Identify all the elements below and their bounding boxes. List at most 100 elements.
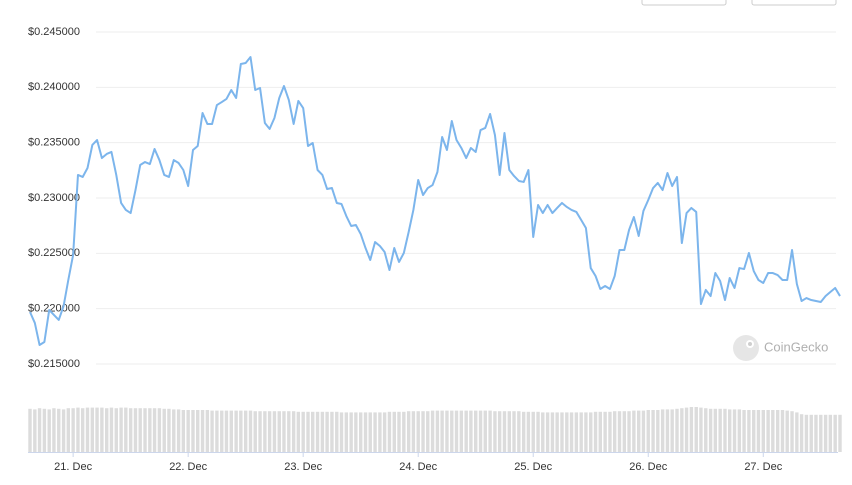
volume-bar — [579, 412, 583, 452]
x-tick-label: 26. Dec — [629, 461, 667, 473]
volume-bar — [157, 408, 162, 452]
volume-bar — [723, 408, 727, 452]
volume-bar — [814, 414, 818, 452]
volume-bar — [411, 411, 416, 452]
volume-bar — [296, 411, 301, 452]
volume-bar — [445, 410, 449, 452]
volume-bar — [680, 408, 684, 452]
volume-bar — [502, 411, 507, 452]
volume-bar — [358, 412, 363, 452]
volume-bar — [589, 412, 593, 452]
volume-bar — [565, 412, 569, 452]
volume-bar — [665, 409, 670, 452]
volume-bar — [119, 407, 123, 452]
volume-bar — [474, 410, 478, 452]
volume-bar — [172, 409, 176, 452]
y-tick-label: $0.235000 — [28, 137, 80, 149]
volume-bar — [637, 410, 641, 452]
volume-bar — [301, 411, 305, 452]
volume-bar — [37, 408, 42, 452]
price-line — [29, 56, 841, 346]
volume-bar — [61, 409, 66, 452]
volume-bar — [148, 408, 152, 452]
volume-bar — [775, 410, 780, 452]
volume-bar — [727, 409, 732, 452]
volume-bar — [612, 411, 617, 452]
volume-bar — [224, 410, 229, 452]
volume-bar — [382, 412, 387, 452]
volume-bar — [196, 410, 200, 452]
volume-bar — [799, 414, 804, 452]
volume-bar — [464, 410, 468, 452]
volume-bar — [57, 408, 61, 452]
volume-bar — [541, 412, 545, 452]
volume-bar — [497, 411, 502, 452]
volume-bar — [450, 410, 454, 452]
watermark-logo — [733, 335, 759, 361]
volume-bar — [339, 412, 344, 452]
volume-bar — [598, 411, 602, 452]
range-button[interactable] — [751, 0, 837, 6]
volume-bar — [809, 414, 813, 452]
volume-bar — [248, 410, 253, 452]
range-button[interactable] — [641, 0, 727, 6]
volume-bar — [617, 411, 622, 452]
y-tick-label: $0.230000 — [28, 192, 80, 204]
x-tick-label: 25. Dec — [514, 461, 552, 473]
volume-bar — [267, 411, 272, 452]
x-tick-label: 27. Dec — [744, 461, 782, 473]
volume-bar — [387, 411, 392, 452]
volume-bar — [325, 411, 329, 452]
volume-bar — [828, 414, 833, 452]
volume-bar — [584, 412, 588, 452]
volume-bar — [718, 408, 722, 452]
volume-bar — [243, 410, 248, 452]
volume-bar — [521, 411, 526, 452]
volume-bar — [143, 408, 147, 452]
volume-bar — [85, 407, 90, 452]
volume-bar — [100, 407, 104, 452]
volume-bar — [780, 410, 785, 452]
volume-bar — [737, 409, 742, 452]
volume-bar — [349, 412, 353, 452]
volume-bar — [795, 412, 799, 452]
volume-bar — [689, 407, 694, 452]
volume-bar — [229, 410, 233, 452]
volume-bar — [593, 411, 598, 452]
volume-bar — [167, 408, 171, 452]
volume-bar — [555, 412, 559, 452]
volume-bar — [76, 407, 80, 452]
volume-bar — [406, 411, 411, 452]
volume-bar — [402, 411, 406, 452]
volume-bar — [205, 410, 210, 452]
volume-bar — [47, 409, 51, 452]
volume-bar — [684, 407, 689, 452]
volume-bar — [191, 410, 195, 452]
volume-bar — [220, 410, 224, 452]
volume-bar — [708, 408, 713, 452]
volume-bar — [790, 411, 794, 452]
volume-bar — [52, 408, 56, 452]
volume-bar — [440, 410, 444, 452]
volume-bar — [469, 410, 473, 452]
y-tick-label: $0.220000 — [28, 303, 80, 315]
volume-bar — [200, 410, 205, 452]
volume-bar — [550, 412, 555, 452]
volume-bar — [512, 411, 516, 452]
volume-bar — [109, 407, 114, 452]
volume-bar — [90, 407, 95, 452]
volume-bar — [833, 414, 837, 452]
x-tick-label: 22. Dec — [169, 461, 207, 473]
volume-bar — [320, 411, 325, 452]
volume-bar — [42, 408, 47, 452]
volume-bars — [28, 407, 842, 452]
volume-bar — [608, 411, 612, 452]
watermark: CoinGecko — [764, 339, 828, 354]
volume-bar — [315, 411, 320, 452]
volume-bar — [603, 411, 607, 452]
volume-bar — [699, 407, 703, 452]
volume-bar — [133, 408, 138, 452]
volume-bar — [785, 410, 789, 452]
volume-bar — [239, 410, 243, 452]
